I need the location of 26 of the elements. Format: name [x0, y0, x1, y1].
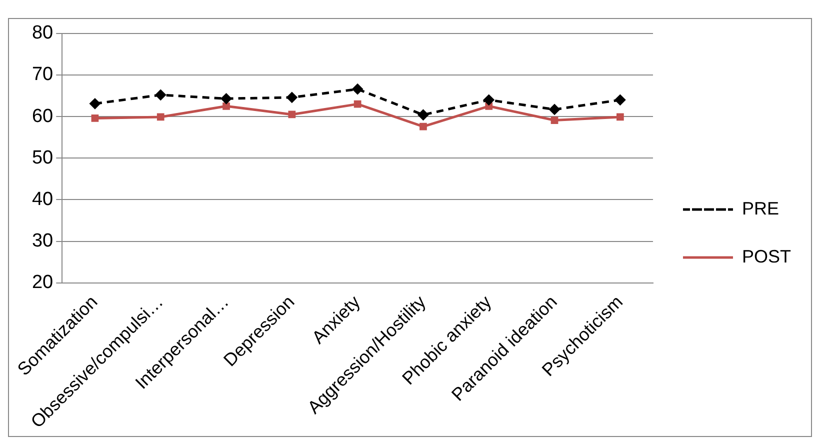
point: [89, 98, 100, 110]
legend-label: POST: [742, 246, 792, 266]
point: [286, 92, 298, 103]
point: [614, 94, 626, 106]
point: [418, 109, 429, 120]
point: [549, 104, 560, 115]
y-tick-label: 30: [32, 230, 54, 252]
point: [288, 110, 296, 118]
point: [222, 102, 230, 110]
point: [91, 114, 99, 122]
y-tick-label: 70: [32, 64, 54, 86]
point: [354, 100, 362, 108]
y-tick-label: 80: [32, 22, 54, 44]
point: [616, 113, 624, 121]
point: [155, 89, 166, 100]
point: [420, 122, 427, 130]
y-tick-label: 40: [32, 188, 54, 210]
point: [550, 116, 558, 124]
point: [352, 84, 364, 95]
legend-label: PRE: [742, 198, 780, 218]
y-tick-label: 50: [32, 147, 54, 168]
y-tick-label: 20: [32, 272, 54, 294]
point: [483, 94, 494, 106]
point: [220, 93, 232, 104]
point: [156, 113, 164, 121]
y-tick-label: 60: [32, 106, 54, 127]
